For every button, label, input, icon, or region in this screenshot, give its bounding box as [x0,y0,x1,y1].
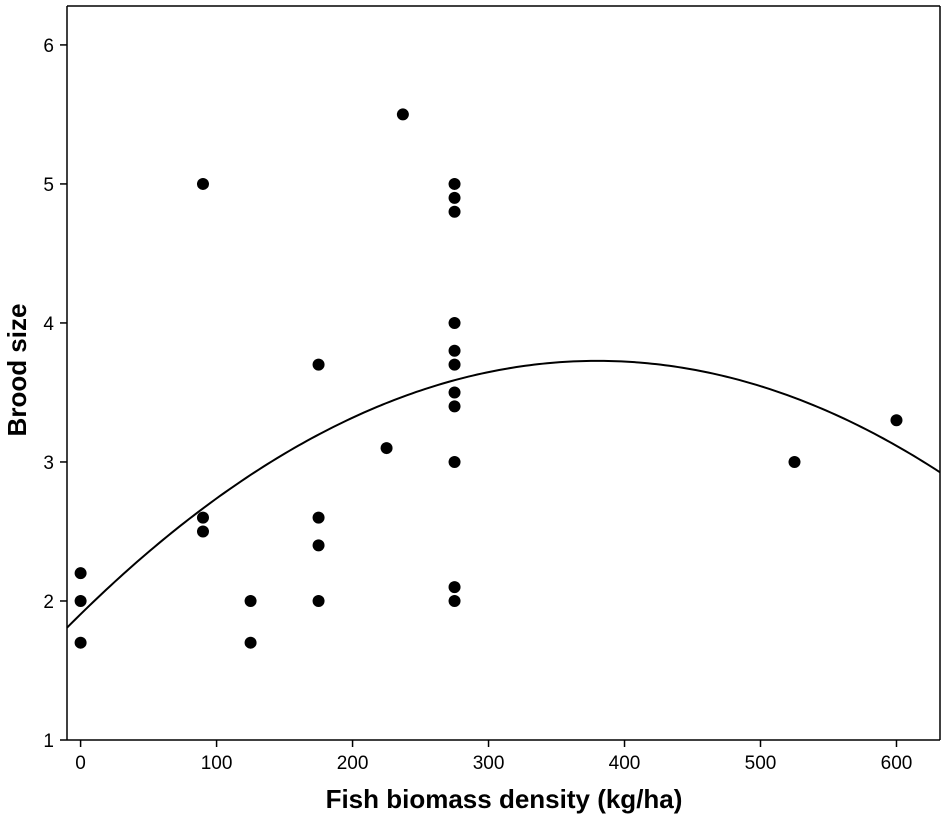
data-point [74,636,87,649]
x-tick-label: 200 [337,753,369,774]
data-point [244,594,257,607]
fit-curve [66,359,941,629]
data-point [890,414,903,427]
data-point [244,636,257,649]
y-axis-ticks: 1 2 3 4 5 6 [43,36,67,752]
x-axis-label: Fish biomass density (kg/ha) [326,784,683,814]
data-point [196,511,209,524]
data-point [448,358,461,371]
data-point [448,316,461,329]
data-point [448,191,461,204]
data-point [448,344,461,357]
y-tick-label: 5 [43,175,54,196]
y-tick-label: 6 [43,36,54,57]
x-tick-label: 100 [201,753,233,774]
data-point [448,400,461,413]
data-point [380,442,393,455]
data-point [74,567,87,580]
data-point [448,455,461,468]
data-point [448,581,461,594]
y-tick-label: 4 [43,314,54,335]
x-axis-ticks: 0 100 200 300 400 500 600 [75,740,912,774]
data-point [312,594,325,607]
data-point [448,594,461,607]
x-tick-label: 300 [473,753,505,774]
data-point [312,358,325,371]
y-tick-label: 2 [43,592,54,613]
data-point [396,108,409,121]
data-point [196,525,209,538]
data-point [448,205,461,218]
x-tick-label: 500 [745,753,777,774]
y-axis-label: Brood size [2,304,32,437]
y-tick-label: 1 [43,731,54,752]
data-point [312,511,325,524]
data-point [448,386,461,399]
x-tick-label: 400 [609,753,641,774]
x-tick-label: 0 [75,753,86,774]
data-point [196,177,209,190]
data-point [312,539,325,552]
x-tick-label: 600 [881,753,913,774]
data-point [788,455,801,468]
data-points [74,108,903,649]
data-point [448,177,461,190]
data-point [74,594,87,607]
y-tick-label: 3 [43,453,54,474]
axes [66,5,941,741]
